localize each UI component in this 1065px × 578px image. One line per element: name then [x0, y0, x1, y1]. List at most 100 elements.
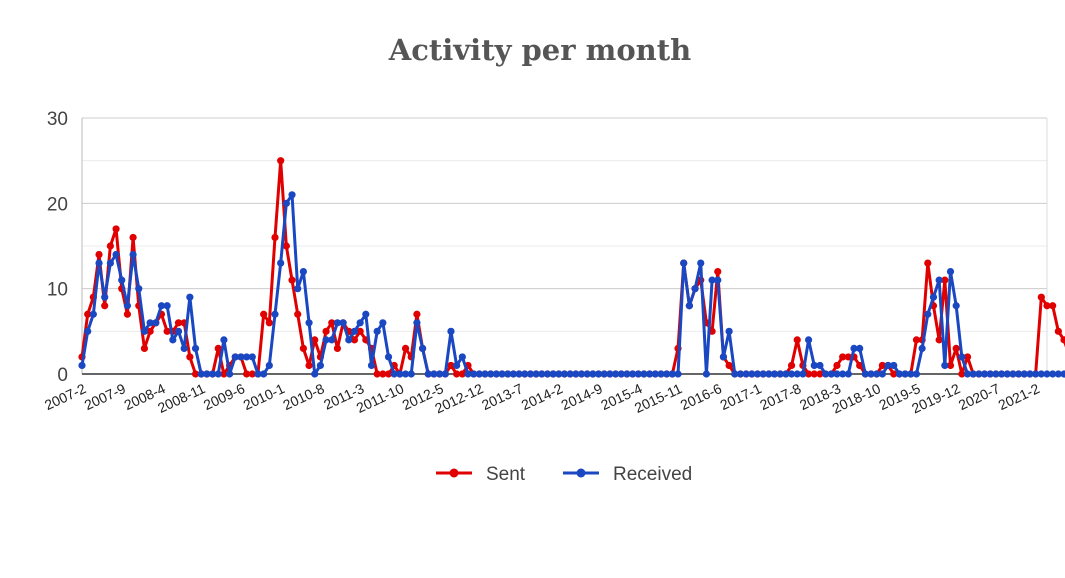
x-tick-label: 2007-9	[82, 380, 128, 413]
data-point	[447, 327, 455, 335]
data-point	[878, 361, 886, 370]
data-point	[907, 370, 915, 378]
data-point	[146, 319, 154, 327]
data-point	[663, 370, 671, 378]
data-point	[78, 361, 86, 370]
data-point	[929, 293, 938, 301]
data-point	[1054, 370, 1062, 378]
data-point	[174, 319, 183, 327]
data-point	[822, 370, 830, 378]
data-point	[776, 370, 784, 378]
data-point	[294, 285, 302, 293]
legend-swatch-marker	[449, 468, 459, 478]
data-point	[714, 276, 722, 284]
data-point	[1032, 370, 1040, 378]
data-point	[839, 353, 847, 361]
series-line-received	[80, 193, 1065, 376]
data-point	[799, 370, 807, 378]
data-point	[197, 370, 205, 378]
data-point	[1043, 302, 1051, 310]
data-point	[890, 361, 898, 370]
data-point	[946, 361, 955, 370]
data-point	[986, 370, 994, 378]
data-point	[350, 327, 359, 335]
data-point	[594, 370, 603, 378]
data-point	[941, 276, 949, 284]
data-point	[958, 370, 966, 378]
data-point	[793, 370, 801, 378]
data-point	[390, 370, 398, 378]
data-point	[566, 370, 574, 378]
data-point	[884, 361, 892, 370]
data-point	[719, 353, 728, 361]
data-point	[84, 327, 92, 335]
data-point	[1037, 293, 1045, 301]
data-point	[339, 319, 347, 327]
x-tick-label: 2017-1	[717, 380, 763, 413]
data-point	[288, 276, 296, 284]
data-point	[186, 353, 194, 361]
x-tick-label: 2016-6	[678, 380, 724, 413]
data-point	[163, 302, 171, 310]
data-point	[288, 191, 296, 199]
data-point	[135, 285, 143, 293]
data-point	[379, 319, 387, 327]
data-point	[589, 370, 597, 378]
data-point	[759, 370, 767, 378]
data-point	[475, 370, 483, 378]
data-point	[952, 344, 960, 352]
data-point	[498, 370, 506, 378]
data-point	[634, 370, 642, 378]
data-point	[322, 327, 330, 335]
y-tick-label: 20	[47, 194, 68, 215]
x-tick-label: 2009-6	[201, 380, 247, 413]
data-point	[629, 370, 637, 378]
data-point	[572, 370, 580, 378]
series-layer	[78, 157, 1065, 378]
data-point	[214, 344, 222, 352]
data-point	[333, 319, 342, 327]
data-point	[271, 310, 279, 318]
data-point	[282, 242, 290, 250]
data-point	[106, 242, 114, 250]
data-point	[277, 259, 285, 267]
data-point	[963, 353, 972, 361]
data-point	[844, 370, 852, 378]
data-point	[714, 268, 722, 276]
data-point	[731, 370, 739, 378]
legend-label: Sent	[486, 464, 526, 485]
data-point	[736, 370, 745, 378]
data-point	[356, 319, 364, 327]
data-point	[458, 370, 466, 378]
data-point	[583, 370, 591, 378]
data-point	[912, 336, 921, 344]
data-point	[243, 370, 251, 378]
data-point	[316, 361, 325, 370]
data-point	[782, 370, 790, 378]
data-point	[373, 327, 381, 335]
data-point	[231, 353, 239, 361]
data-point	[311, 370, 319, 378]
data-point	[260, 310, 268, 318]
data-point	[691, 285, 699, 293]
x-axis-ticks: 2007-22007-92008-42008-112009-62010-1201…	[42, 380, 1042, 416]
x-tick-label: 2010-1	[241, 380, 287, 413]
x-tick-label: 2014-2	[519, 380, 565, 413]
data-point	[850, 344, 858, 352]
data-point	[112, 250, 120, 259]
data-point	[946, 268, 955, 276]
data-point	[328, 336, 336, 344]
data-point	[396, 370, 404, 378]
data-point	[373, 370, 381, 378]
data-point	[674, 370, 682, 378]
data-point	[623, 370, 631, 378]
data-point	[804, 370, 813, 378]
x-tick-label: 2021-2	[996, 380, 1042, 413]
data-point	[816, 361, 824, 370]
data-point	[453, 361, 461, 370]
data-point	[685, 302, 693, 310]
data-point	[742, 370, 750, 378]
data-point	[152, 319, 160, 327]
data-point	[611, 370, 620, 378]
data-point	[384, 353, 393, 361]
